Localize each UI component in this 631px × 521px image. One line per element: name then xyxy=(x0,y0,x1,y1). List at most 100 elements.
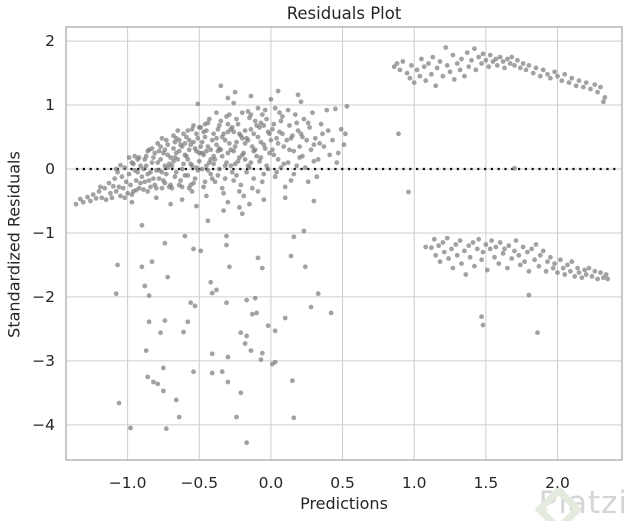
scatter-point xyxy=(215,148,221,154)
scatter-point xyxy=(224,300,229,306)
scatter-point xyxy=(188,300,194,306)
scatter-point xyxy=(129,199,135,205)
scatter-point xyxy=(310,110,315,116)
scatter-point xyxy=(191,139,196,145)
scatter-point xyxy=(141,187,146,192)
scatter-point xyxy=(231,178,237,183)
scatter-point xyxy=(249,185,255,191)
scatter-point xyxy=(175,128,181,134)
scatter-point xyxy=(300,153,305,159)
scatter-point xyxy=(469,57,474,63)
scatter-point xyxy=(472,263,477,269)
scatter-point xyxy=(317,141,322,146)
scatter-point xyxy=(500,251,506,256)
scatter-point xyxy=(162,318,168,323)
scatter-point xyxy=(430,54,436,60)
scatter-point xyxy=(295,92,301,98)
scatter-point xyxy=(148,169,153,175)
scatter-point xyxy=(506,243,512,249)
scatter-point xyxy=(106,180,112,186)
scatter-point xyxy=(98,184,103,190)
scatter-point xyxy=(225,121,231,127)
scatter-point xyxy=(194,203,199,209)
scatter-point xyxy=(290,378,295,384)
scatter-point xyxy=(232,144,238,150)
scatter-point xyxy=(261,171,267,177)
scatter-point xyxy=(218,118,224,124)
scatter-point xyxy=(241,150,247,156)
scatter-point xyxy=(116,400,122,406)
scatter-point xyxy=(145,374,151,380)
scatter-point xyxy=(274,169,279,175)
scatter-point xyxy=(484,267,490,273)
scatter-point xyxy=(466,64,472,70)
scatter-point xyxy=(244,135,250,141)
scatter-point xyxy=(555,73,560,79)
scatter-point xyxy=(520,61,526,66)
scatter-point xyxy=(333,106,338,112)
scatter-point xyxy=(211,161,217,167)
scatter-point xyxy=(582,267,588,273)
scatter-point xyxy=(237,189,242,194)
scatter-point xyxy=(540,67,546,73)
scatter-point xyxy=(192,303,198,309)
chart-title: Residuals Plot xyxy=(286,4,402,23)
scatter-point xyxy=(237,131,242,137)
scatter-point xyxy=(569,75,575,81)
scatter-point xyxy=(291,148,297,154)
scatter-point xyxy=(265,166,271,172)
scatter-point xyxy=(559,78,565,84)
scatter-point xyxy=(120,185,126,191)
scatter-point xyxy=(191,246,196,252)
scatter-point xyxy=(241,193,247,199)
scatter-point xyxy=(272,359,278,365)
scatter-point xyxy=(188,182,194,188)
scatter-point xyxy=(242,141,248,146)
scatter-point xyxy=(277,129,282,135)
scatter-point xyxy=(133,187,139,193)
scatter-point xyxy=(479,61,484,66)
scatter-point xyxy=(464,50,470,55)
y-tick-label: −2 xyxy=(32,288,55,306)
scatter-point xyxy=(459,56,464,62)
scatter-point xyxy=(155,141,161,146)
scatter-point xyxy=(255,134,261,140)
scatter-point xyxy=(450,52,456,58)
scatter-point xyxy=(244,169,250,175)
scatter-point xyxy=(73,201,79,207)
scatter-point xyxy=(537,252,543,258)
scatter-point xyxy=(159,185,165,191)
scatter-point xyxy=(311,198,317,204)
scatter-point xyxy=(116,184,122,190)
scatter-point xyxy=(441,249,447,255)
scatter-point xyxy=(192,176,198,182)
scatter-point xyxy=(202,134,208,140)
scatter-point xyxy=(288,253,294,259)
scatter-point xyxy=(262,107,268,113)
scatter-point xyxy=(204,193,209,199)
scatter-point xyxy=(249,144,255,150)
scatter-point xyxy=(595,276,600,282)
scatter-point xyxy=(271,152,277,158)
scatter-point xyxy=(493,244,499,250)
scatter-point xyxy=(444,235,450,241)
scatter-point xyxy=(129,192,135,198)
scatter-point xyxy=(103,197,109,203)
scatter-point xyxy=(113,166,119,172)
scatter-point xyxy=(228,126,234,132)
scatter-point xyxy=(199,139,205,145)
scatter-point xyxy=(149,146,155,151)
scatter-point xyxy=(277,110,282,116)
scatter-point xyxy=(139,222,145,228)
scatter-point xyxy=(454,61,460,66)
scatter-point xyxy=(90,192,96,198)
scatter-point xyxy=(205,167,211,173)
scatter-point xyxy=(224,160,229,166)
scatter-point xyxy=(552,69,557,75)
scatter-point xyxy=(251,131,257,137)
scatter-point xyxy=(505,265,510,271)
scatter-point xyxy=(123,179,129,185)
scatter-point xyxy=(259,265,265,271)
scatter-point xyxy=(248,93,254,99)
